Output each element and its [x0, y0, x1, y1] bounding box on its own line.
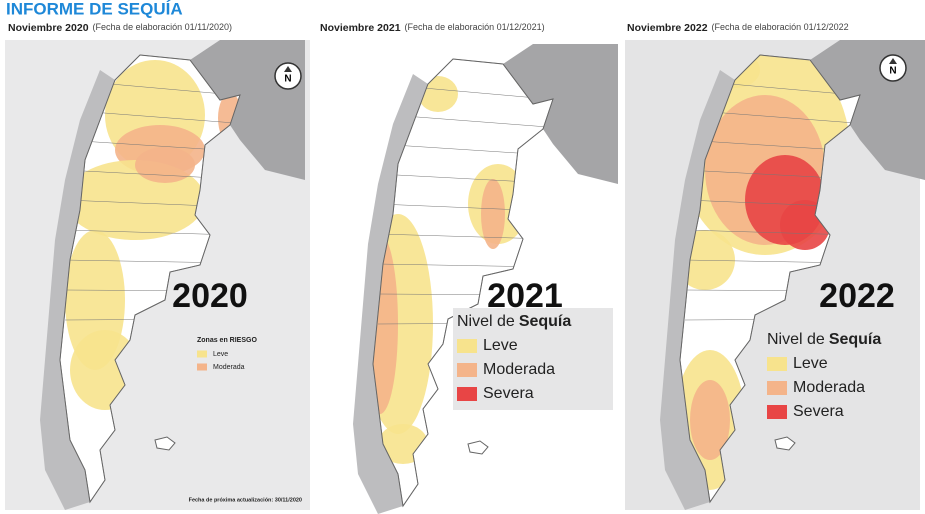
legend-label: Severa: [483, 385, 534, 402]
legend-box: [453, 308, 613, 410]
neighbor-land: [40, 70, 115, 510]
drought-zone: [135, 147, 195, 183]
legend-swatch: [767, 357, 787, 371]
map-panel: N 2020 Zonas en RIESGO Leve Moderada Fecha de…: [5, 40, 310, 510]
panel-note: (Fecha de elaboración 01/12/2022: [712, 22, 849, 32]
legend-swatch: [767, 381, 787, 395]
panel-header: Noviembre 2022 (Fecha de elaboración 01/1…: [627, 22, 849, 34]
province-border: [64, 229, 236, 236]
legend-title-emphasis: Sequía: [829, 331, 882, 348]
country-outline: [372, 58, 554, 508]
legend-label: Moderada: [793, 379, 865, 396]
compass-label: N: [889, 66, 896, 77]
drought-zones: [64, 60, 240, 410]
legend-title: Nivel de Sequía: [457, 313, 571, 330]
drought-zone: [690, 380, 730, 460]
page-title: INFORME DE SEQUÍA: [6, 0, 183, 18]
panel-header: Noviembre 2021 (Fecha de elaboración 01/1…: [320, 22, 545, 34]
panel-note: (Fecha de elaboración 01/12/2021): [405, 22, 545, 32]
neighbor-land: [660, 70, 735, 510]
legend-label: Moderada: [213, 364, 245, 371]
province-border: [684, 229, 856, 236]
legend-swatch: [197, 350, 207, 358]
panel-note: (Fecha de elaboración 01/11/2020): [93, 22, 232, 32]
legend-swatch: [197, 363, 207, 371]
year-label: 2022: [819, 277, 895, 315]
legend-title-emphasis: Sequía: [519, 313, 572, 330]
drought-zone: [481, 179, 505, 249]
province-border: [377, 233, 549, 240]
legend-label: Leve: [793, 355, 828, 372]
panel-month: Noviembre 2020: [8, 22, 89, 34]
legend-title-text: Zonas en RIESGO: [197, 337, 257, 344]
island: [154, 436, 176, 451]
legend-title-text: Nivel de: [767, 331, 825, 348]
legend-label: Leve: [483, 337, 518, 354]
country-outline: [59, 54, 241, 504]
island: [774, 436, 796, 451]
panel-month: Noviembre 2021: [320, 22, 401, 34]
compass-label: N: [284, 74, 291, 85]
footnote: Fecha de próxima actualización: 30/11/20…: [189, 497, 302, 503]
legend-label: Severa: [793, 403, 844, 420]
country-outline: [679, 54, 861, 504]
legend-title-text: Nivel de: [457, 313, 515, 330]
compass-arrow: [284, 66, 292, 72]
neighbor-land: [503, 44, 618, 184]
legend-label: Moderada: [483, 361, 555, 378]
compass: [879, 54, 907, 82]
island: [467, 440, 489, 455]
compass: [274, 62, 302, 90]
neighbor-land: [353, 74, 428, 514]
year-label: 2020: [172, 277, 248, 315]
legend-swatch: [457, 387, 477, 401]
legend-swatch: [457, 363, 477, 377]
compass-arrow: [889, 58, 897, 64]
legend-title: Zonas en RIESGO: [197, 337, 257, 344]
panel-header: Noviembre 2020 (Fecha de elaboración 01/1…: [8, 22, 232, 34]
legend-swatch: [457, 339, 477, 353]
panel-month: Noviembre 2022: [627, 22, 708, 34]
legend-label: Leve: [213, 351, 228, 358]
legend-swatch: [767, 405, 787, 419]
legend-title: Nivel de Sequía: [767, 331, 881, 348]
